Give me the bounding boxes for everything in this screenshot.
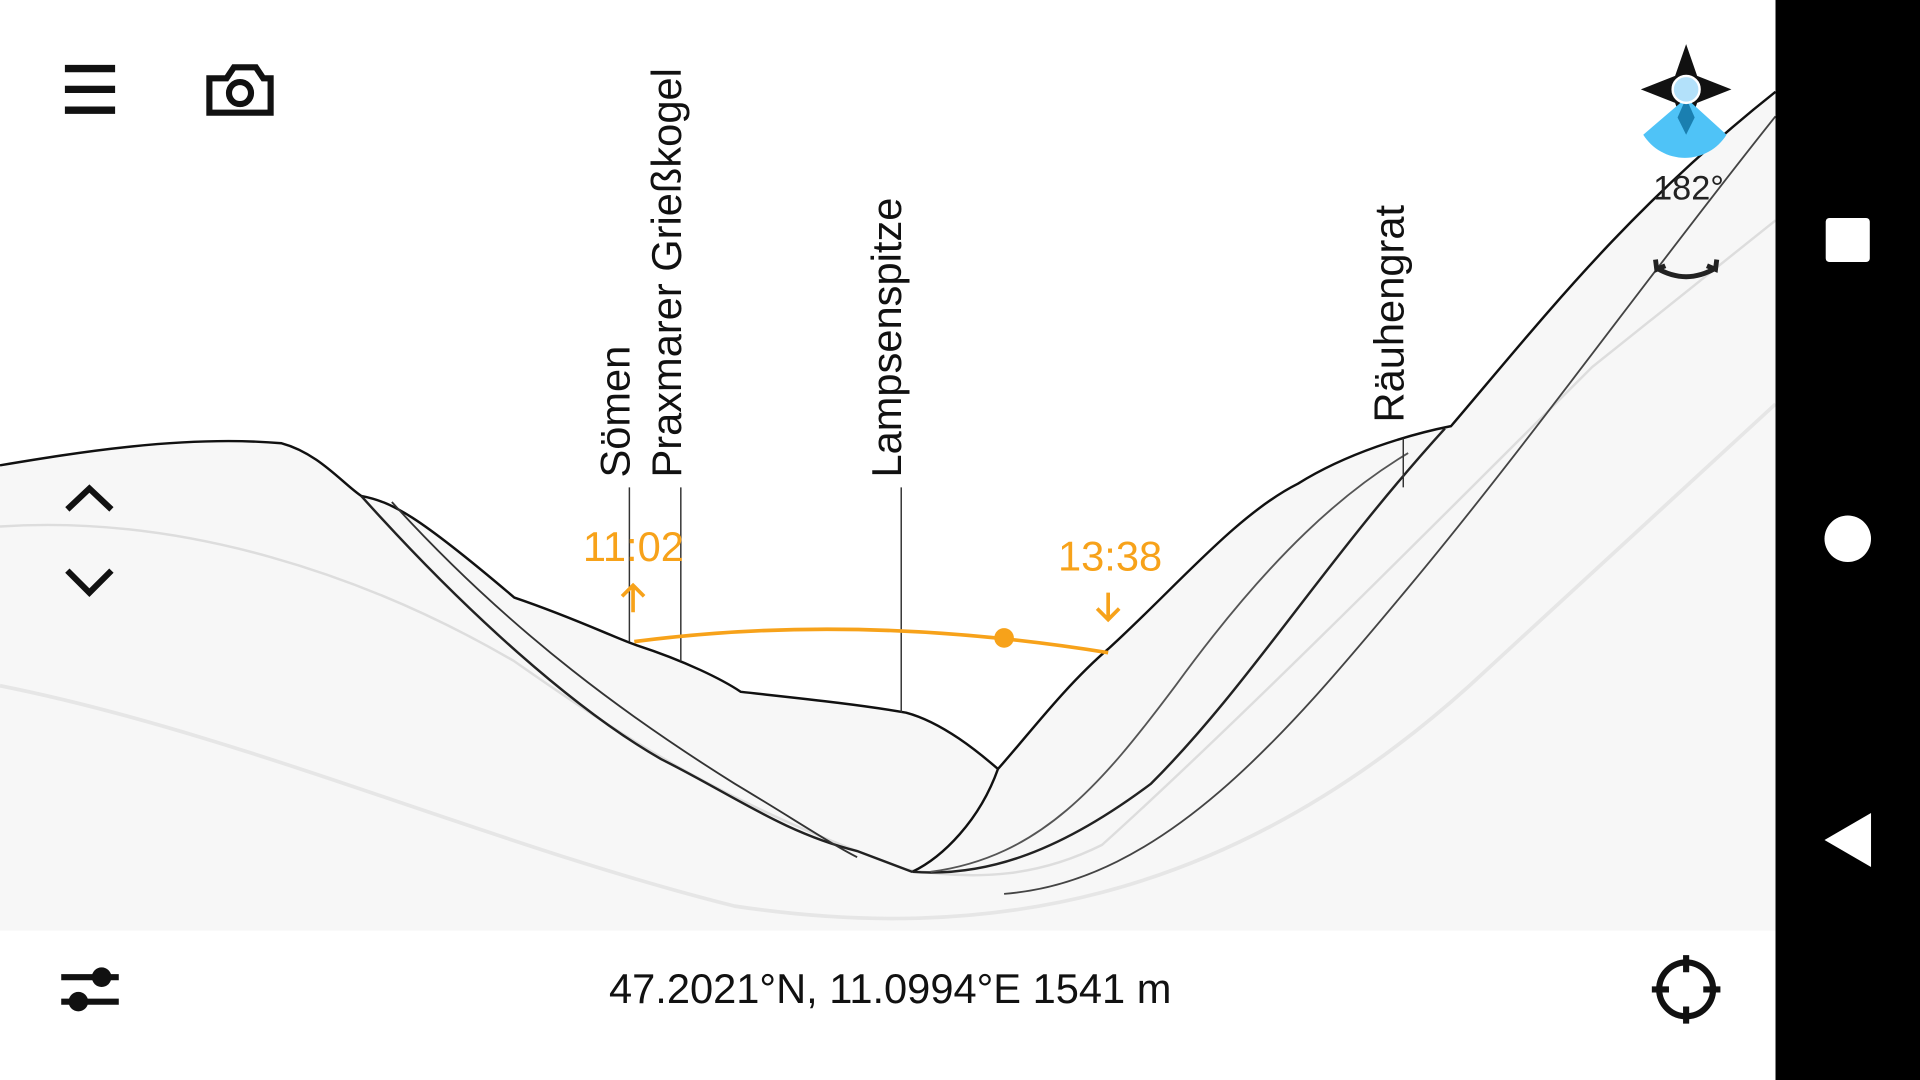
compass-icon[interactable] [1640, 44, 1732, 158]
sunrise-time: 11:02 [583, 523, 684, 570]
peak-label[interactable]: Praxmarer Grießkogel [643, 68, 690, 477]
chevron-up-icon[interactable] [65, 484, 114, 512]
peak-label[interactable]: Räuhengrat [1365, 204, 1412, 422]
square-icon[interactable] [1825, 217, 1870, 263]
peak-markers [628, 438, 1404, 713]
peak-label[interactable]: Lampsenspitze [863, 198, 910, 478]
sliders-icon[interactable] [61, 967, 119, 1012]
heading-readout: 182° [1653, 170, 1724, 208]
sun-position[interactable] [994, 628, 1014, 648]
peak-label[interactable]: Sömen [591, 346, 638, 478]
hamburger-menu-icon[interactable] [64, 64, 116, 114]
circle-icon[interactable] [1824, 515, 1872, 563]
terrain [0, 90, 1777, 931]
rotate-arrows-icon[interactable] [1653, 259, 1720, 280]
chevron-down-icon[interactable] [65, 568, 114, 597]
back-triangle-icon[interactable] [1824, 813, 1872, 867]
sunrise-arrow-icon [620, 582, 646, 613]
sun-path [634, 627, 1109, 655]
sunset-arrow-icon [1095, 592, 1121, 623]
location-readout: 47.2021°N, 11.0994°E 1541 m [609, 965, 1172, 1012]
sunset-time: 13:38 [1058, 533, 1162, 580]
crosshair-icon[interactable] [1651, 955, 1721, 1024]
camera-icon[interactable] [206, 64, 274, 116]
